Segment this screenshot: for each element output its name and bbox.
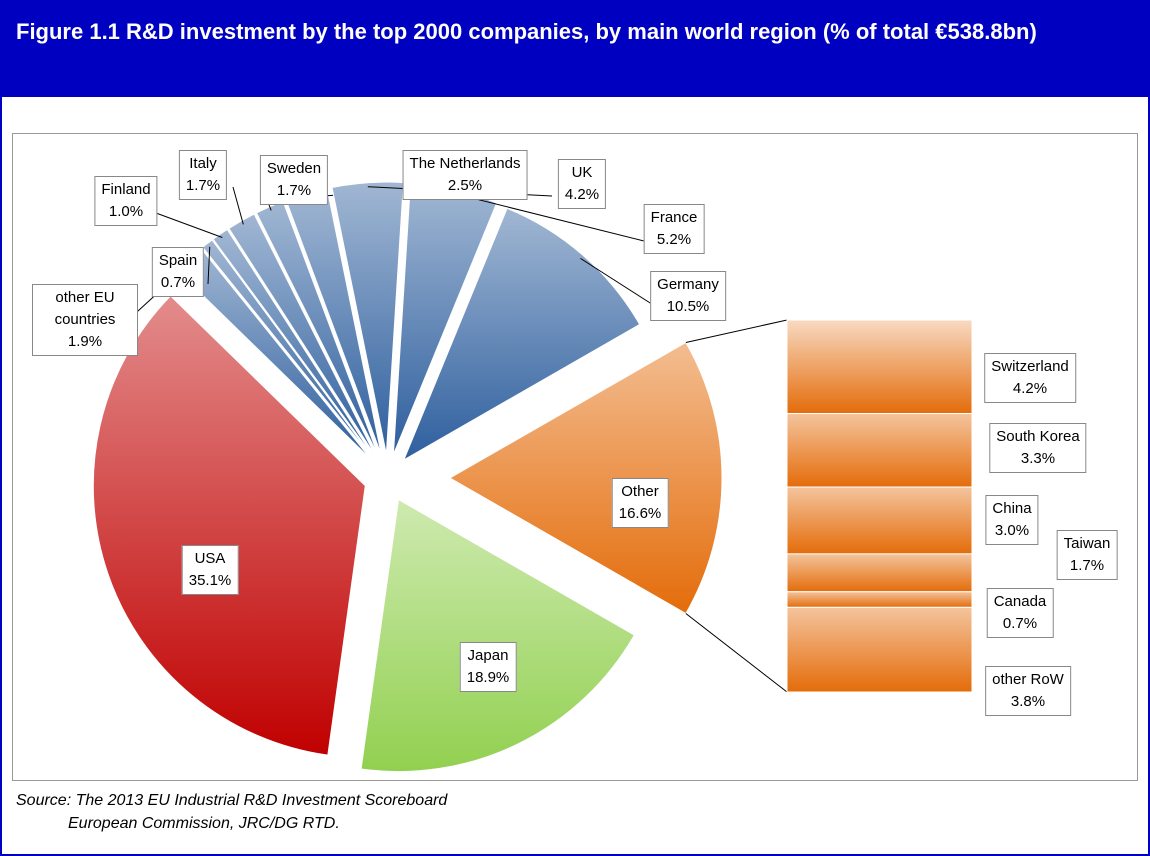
data-label: China 3.0% [985,495,1039,545]
data-label: Spain 0.7% [151,247,205,297]
label-text: 1.7% [1069,557,1105,574]
label-text: Germany [657,276,719,293]
label-text: 35.1% [188,572,232,589]
pie-slice [92,295,366,756]
label-text: South Korea [996,428,1080,445]
label-text: Spain [158,252,198,269]
label-text: 1.0% [108,203,144,220]
label-text: Other [621,483,659,500]
data-label: France 5.2% [643,204,705,254]
leader-line [580,257,659,309]
plot-area [12,133,1138,781]
label-text: 5.2% [656,231,692,248]
label-text: 3.3% [1020,450,1056,467]
connector [685,613,788,693]
header [0,0,1150,97]
data-label: Switzerland 4.2% [984,353,1076,403]
data-label: Taiwan 1.7% [1056,530,1118,580]
bar-segment [786,319,973,415]
label-text: 16.6% [618,505,662,522]
label-text: 1.9% [67,333,103,350]
label-text: 18.9% [466,669,510,686]
leader-line [232,186,244,225]
bar-segment [786,591,973,608]
label-text: 10.5% [666,298,710,315]
label-text: Japan [467,647,509,664]
data-label: Canada 0.7% [986,588,1054,638]
label-text: 0.7% [160,274,196,291]
data-label: The Netherlands 2.5% [402,150,528,200]
label-text: UK [571,164,593,181]
label-text: Italy [189,155,217,172]
label-text: 3.8% [1010,693,1046,710]
label-text: other RoW [992,671,1064,688]
connector [685,319,788,343]
label-text: France [650,209,698,226]
leader-line [155,212,223,238]
pie-slice [212,228,375,459]
pie-slice [360,498,636,773]
pie-slice [228,213,377,458]
data-label: Sweden 1.7% [259,155,329,205]
data-label: Finland 1.0% [94,176,158,226]
label-text: 1.7% [185,177,221,194]
data-label: Other 16.6% [611,478,669,528]
leader-line [453,192,645,242]
label-text: USA [194,550,226,567]
data-label: Italy 1.7% [178,150,228,200]
pie-slice [448,341,723,615]
chart-title: Figure 1.1 R&D investment by the top 200… [16,19,1037,44]
label-text: 3.0% [994,522,1030,539]
label-text: 4.2% [1012,380,1048,397]
label-text: Sweden [266,160,322,177]
label-text: 2.5% [447,177,483,194]
label-text: China [992,500,1032,517]
data-label: South Korea 3.3% [989,423,1087,473]
data-label: other RoW 3.8% [985,666,1071,716]
source: Source: The 2013 EU Industrial R&D Inves… [16,792,448,809]
data-label: Germany 10.5% [650,271,726,321]
label-text: The Netherlands [409,155,521,172]
leader-line [207,246,211,285]
label-text: Taiwan [1063,535,1111,552]
label-text: 1.7% [276,182,312,199]
bar-segment [786,413,973,488]
data-label: Japan 18.9% [459,642,517,692]
data-label: other EU countries 1.9% [32,284,138,356]
source: European Commission, JRC/DG RTD. [68,815,340,832]
label-text: other EU countries [54,289,116,328]
label-text: Canada [993,593,1047,610]
data-label: UK 4.2% [557,159,607,209]
bar-segment [786,606,973,693]
pie-slice [402,207,641,462]
label-text: Finland [101,181,151,198]
label-text: 0.7% [1002,615,1038,632]
bar-segment [786,486,973,555]
label-text: Switzerland [991,358,1069,375]
bar-segment [786,553,973,593]
label-text: 4.2% [564,186,600,203]
data-label: USA 35.1% [181,545,239,595]
